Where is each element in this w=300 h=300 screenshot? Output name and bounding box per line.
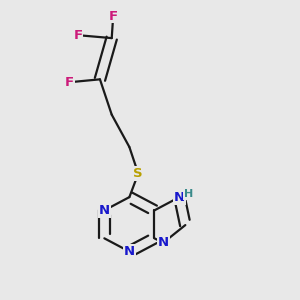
Text: N: N	[158, 236, 169, 249]
Text: N: N	[124, 245, 135, 258]
Text: F: F	[64, 76, 74, 89]
Text: F: F	[73, 29, 83, 42]
Text: F: F	[109, 10, 118, 22]
Text: N: N	[174, 190, 185, 204]
Text: H: H	[184, 189, 193, 199]
Text: S: S	[134, 167, 143, 180]
Text: N: N	[99, 204, 110, 217]
